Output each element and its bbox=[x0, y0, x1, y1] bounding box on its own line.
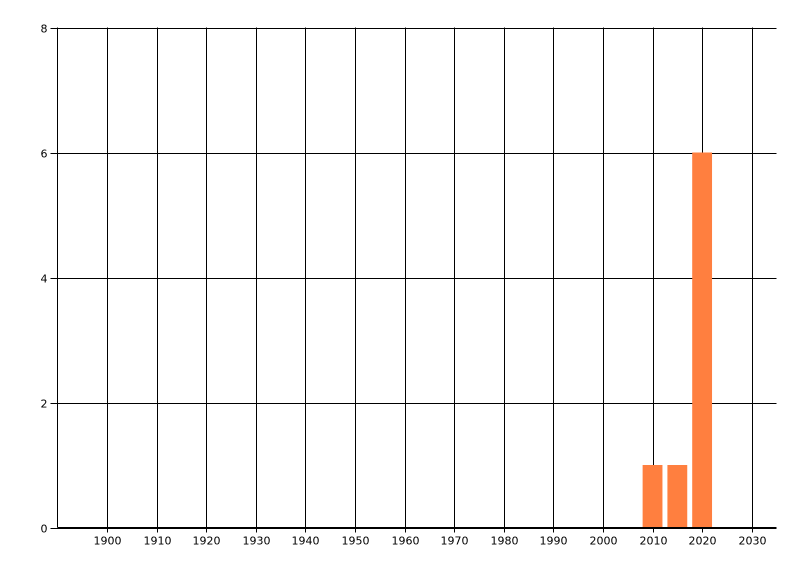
x-tick-label: 1970 bbox=[441, 535, 469, 548]
x-tick-label: 2010 bbox=[640, 535, 668, 548]
x-tick-label: 2000 bbox=[590, 535, 618, 548]
x-tick-label: 1960 bbox=[392, 535, 420, 548]
axes bbox=[57, 27, 777, 528]
x-tick-label: 2030 bbox=[739, 535, 767, 548]
y-tick-label: 8 bbox=[41, 23, 48, 36]
x-tick-label: 1900 bbox=[94, 535, 122, 548]
bars bbox=[642, 152, 713, 528]
y-tick-label: 0 bbox=[41, 523, 48, 536]
bar bbox=[692, 152, 713, 528]
x-tick-label: 1940 bbox=[292, 535, 320, 548]
x-tick-label: 1990 bbox=[540, 535, 568, 548]
x-tick-label: 2020 bbox=[689, 535, 717, 548]
y-tick-label: 6 bbox=[41, 148, 48, 161]
x-tick-label: 1920 bbox=[193, 535, 221, 548]
y-tick-label: 4 bbox=[41, 273, 48, 286]
bar bbox=[642, 465, 663, 528]
x-tick-label: 1910 bbox=[144, 535, 172, 548]
x-tick-label: 1950 bbox=[342, 535, 370, 548]
y-tick-label: 2 bbox=[41, 398, 48, 411]
x-tick-label: 1980 bbox=[491, 535, 519, 548]
grid bbox=[50, 27, 777, 533]
x-tick-label: 1930 bbox=[243, 535, 271, 548]
bar bbox=[667, 465, 688, 528]
tick-labels: 1900 1910 1920 1930 1940 1950 1960 1970 1980 1990… bbox=[41, 23, 767, 548]
